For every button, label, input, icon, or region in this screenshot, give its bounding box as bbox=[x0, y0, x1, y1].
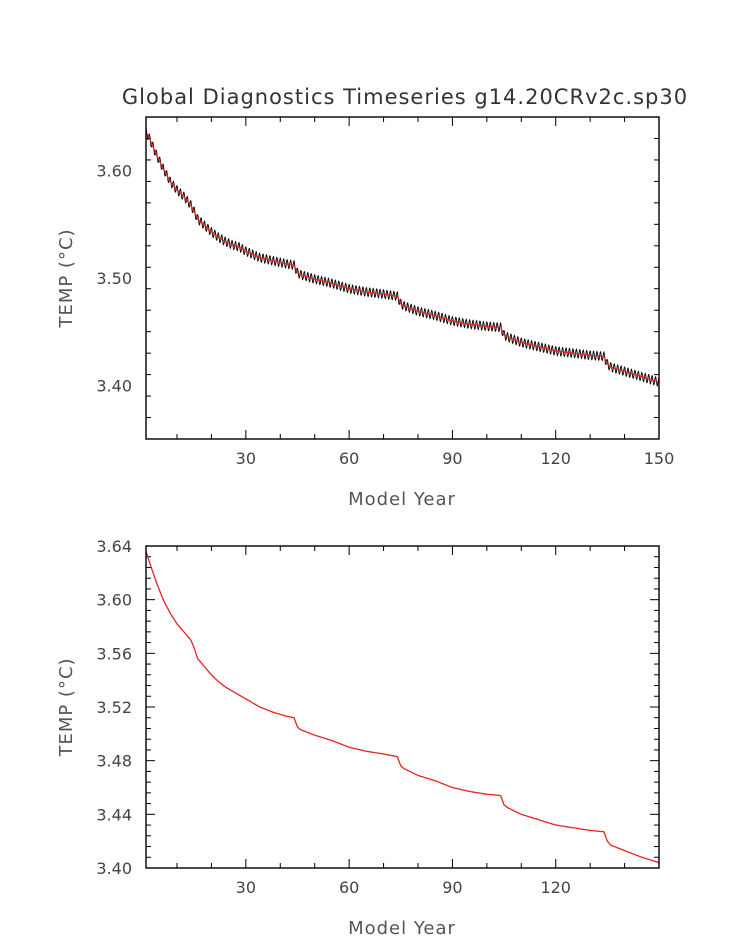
y-tick-label: 3.50 bbox=[96, 269, 132, 288]
y-tick-label: 3.52 bbox=[96, 698, 132, 717]
y-tick-label: 3.60 bbox=[96, 591, 132, 610]
top-panel: Global Diagnostics Timeseries g14.20CRv2… bbox=[56, 85, 688, 510]
ticks-layer: 30 60 90 120 3.40 3.44 3.48 3.52 3.56 3.60 3.64 bbox=[96, 537, 660, 897]
x-tick-label: 60 bbox=[339, 878, 359, 897]
series-layer bbox=[145, 127, 660, 387]
x-tick-label: 120 bbox=[540, 878, 571, 897]
y-tick-label: 3.40 bbox=[96, 859, 132, 878]
x-tick-label: 120 bbox=[540, 449, 571, 468]
y-tick-label: 3.48 bbox=[96, 752, 132, 771]
y-tick-label: 3.60 bbox=[96, 162, 132, 181]
y-axis-label: TEMP (°C) bbox=[56, 228, 77, 328]
series-layer bbox=[145, 551, 660, 864]
plot-frame bbox=[145, 545, 660, 869]
chart-title: Global Diagnostics Timeseries g14.20CRv2… bbox=[122, 85, 688, 109]
y-tick-label: 3.40 bbox=[96, 376, 132, 395]
plot-frame bbox=[145, 116, 660, 440]
ticks-layer: 30 60 90 120 150 3.40 3.50 3.60 bbox=[96, 116, 675, 468]
x-axis-label: Model Year bbox=[348, 489, 456, 510]
y-axis-label: TEMP (°C) bbox=[56, 657, 77, 757]
x-tick-label: 30 bbox=[236, 449, 256, 468]
y-tick-label: 3.64 bbox=[96, 537, 132, 556]
x-tick-label: 60 bbox=[339, 449, 359, 468]
bottom-panel: Model Year TEMP (°C) 30 60 90 120 3.40 3.44 3.… bbox=[56, 537, 660, 939]
y-tick-label: 3.56 bbox=[96, 644, 132, 663]
x-tick-label: 30 bbox=[236, 878, 256, 897]
series-line-monthly bbox=[145, 127, 660, 387]
series-line-annual bbox=[145, 551, 660, 864]
x-tick-label: 90 bbox=[442, 878, 462, 897]
y-tick-label: 3.44 bbox=[96, 805, 132, 824]
x-axis-label: Model Year bbox=[348, 918, 456, 939]
x-tick-label: 150 bbox=[644, 449, 675, 468]
x-tick-label: 90 bbox=[442, 449, 462, 468]
series-line-annual bbox=[145, 131, 660, 383]
